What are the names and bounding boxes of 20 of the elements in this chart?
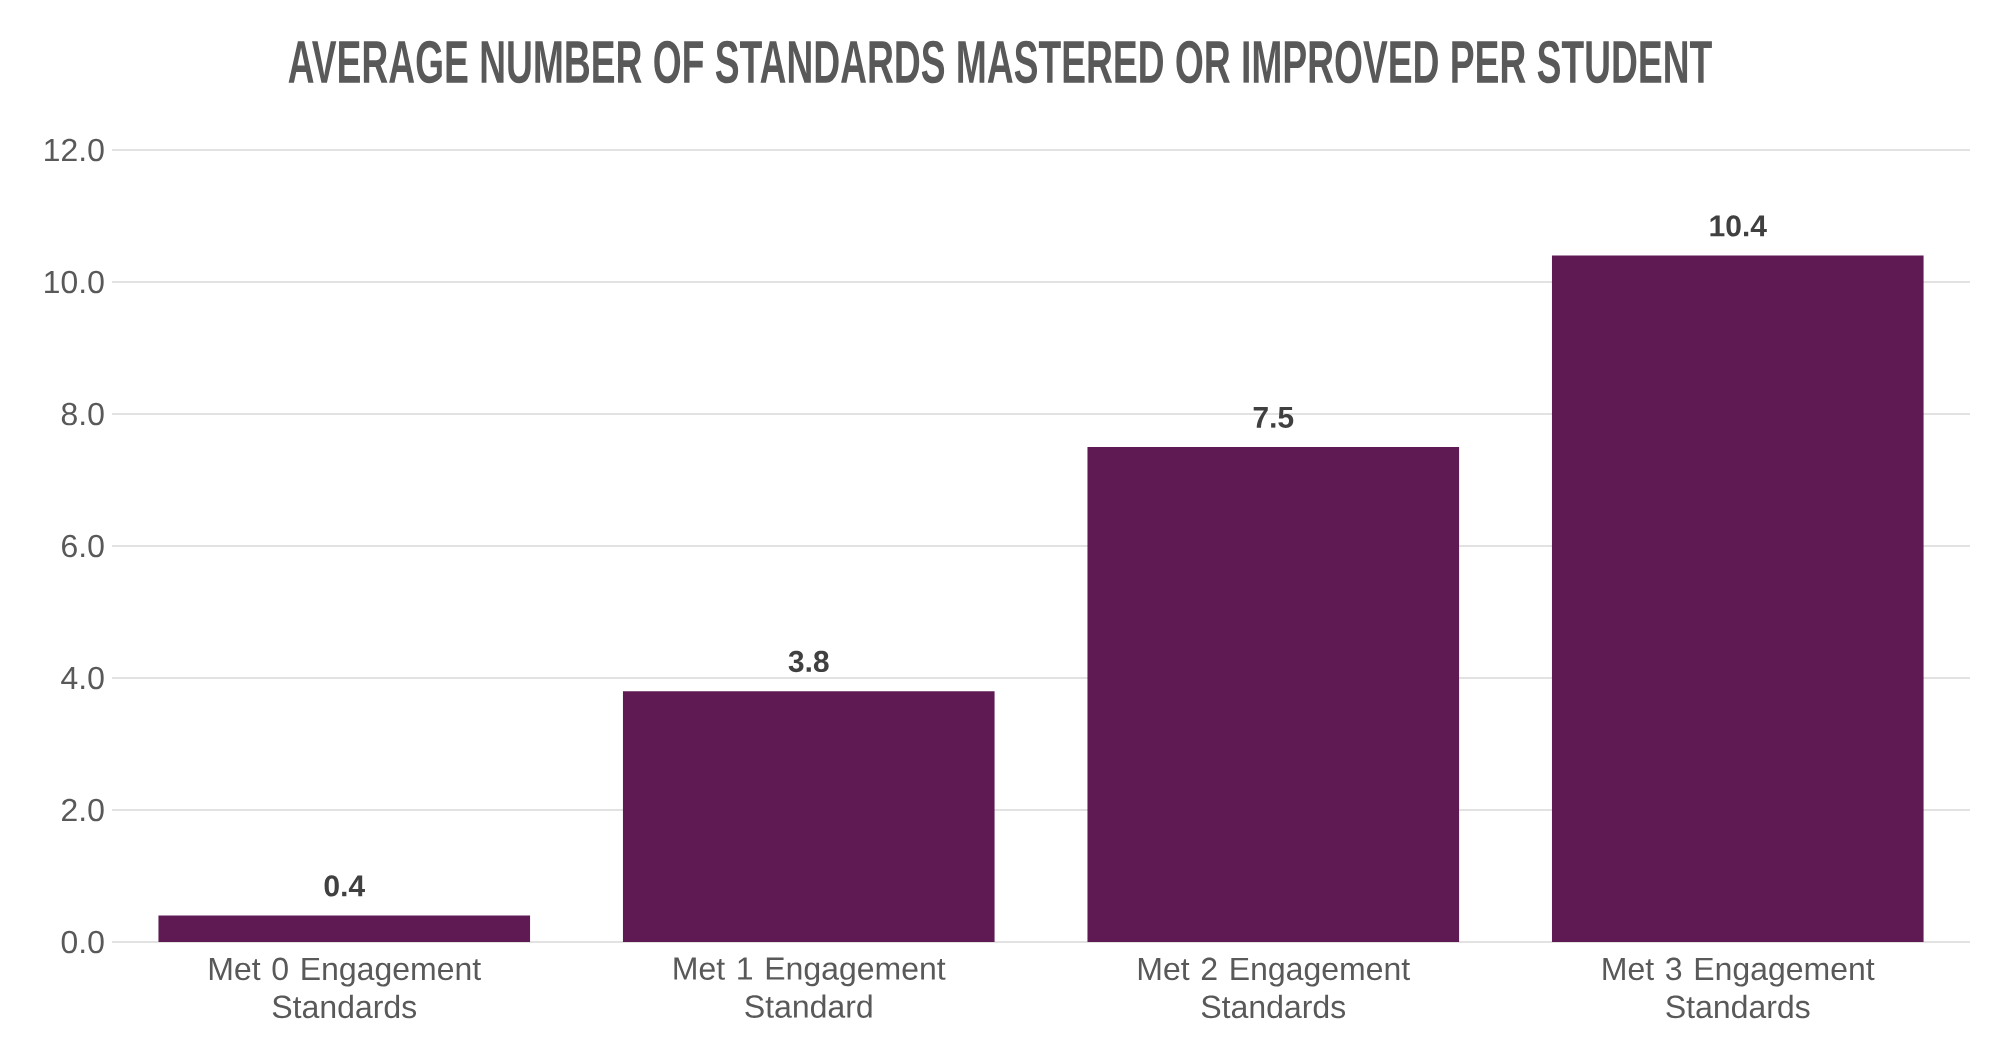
y-tick-label: 10.0: [45, 270, 104, 294]
y-tick-label: 2.0: [62, 798, 104, 822]
y-tick-label: 12.0: [45, 138, 104, 162]
y-tick-label: 8.0: [61, 402, 104, 426]
bar: [622, 691, 995, 942]
x-tick-label: Met 1 Engagement Standard: [674, 957, 946, 1018]
chart-title: AVERAGE NUMBER OF STANDARDS MASTERED OR IMPROVED PER STUDENT: [288, 40, 1712, 84]
data-label: 3.8: [788, 650, 829, 673]
bar: [1551, 255, 1924, 942]
data-label: 10.4: [1710, 215, 1767, 237]
data-label: 7.5: [1253, 407, 1294, 428]
x-tick-label: Met 2 Engagement Standards: [1138, 957, 1410, 1019]
y-tick-label: 0.0: [61, 930, 104, 954]
bar: [158, 915, 531, 942]
x-tick-label: Met 3 Engagement Standards: [1603, 957, 1875, 1019]
x-tick-label: Met 0 Engagement Standards: [209, 957, 481, 1019]
y-tick-label: 6.0: [62, 534, 104, 558]
data-label: 0.4: [324, 875, 365, 897]
bar: [1087, 447, 1460, 942]
y-tick-label: 4.0: [61, 666, 104, 690]
